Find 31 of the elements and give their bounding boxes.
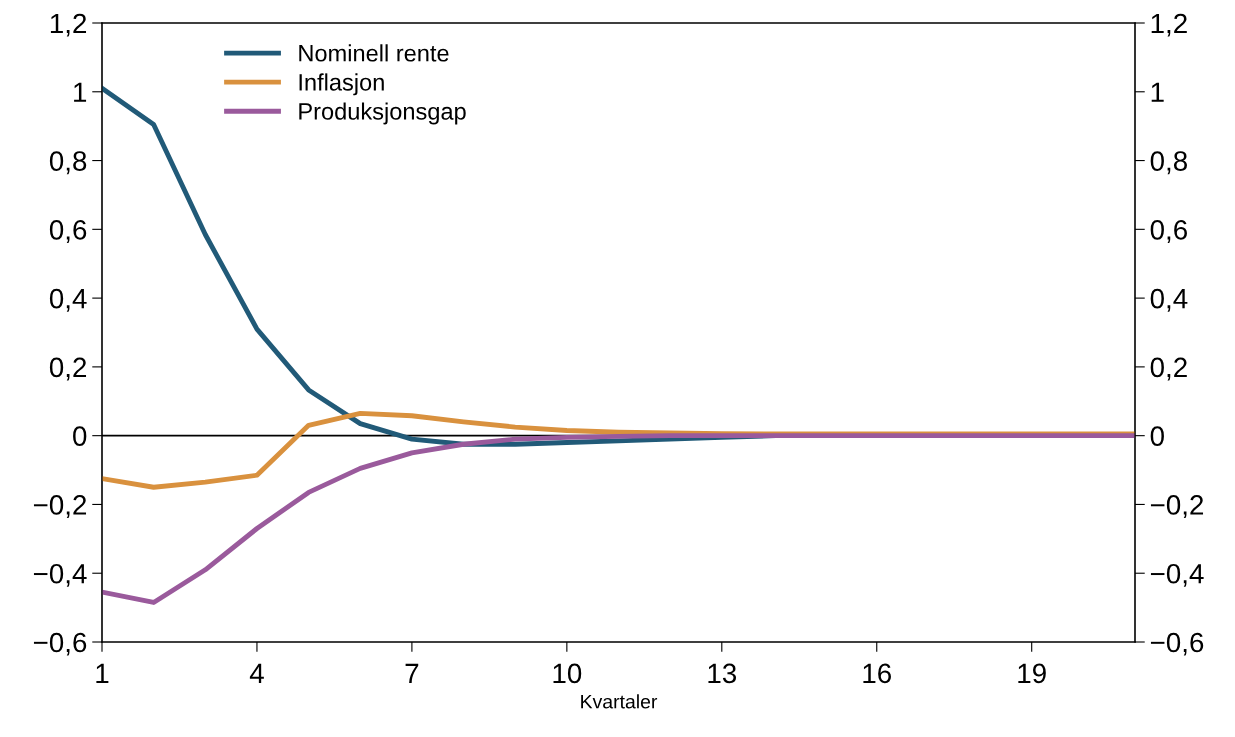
legend-label: Inflasjon bbox=[299, 73, 384, 96]
y2-tick-label: −0,2 bbox=[1150, 495, 1204, 519]
y-tick-label: −0,6 bbox=[33, 632, 87, 656]
y-tick-label: 0,2 bbox=[49, 357, 87, 381]
y-tick-label: 1,2 bbox=[50, 13, 87, 37]
x-tick-label: 19 bbox=[1018, 663, 1046, 684]
x-tick-label: 16 bbox=[863, 663, 891, 684]
y2-tick-label: 0,6 bbox=[1150, 220, 1187, 243]
y-tick-label: 0,4 bbox=[49, 288, 87, 312]
legend-label: Produksjonsgap bbox=[299, 102, 466, 125]
y2-tick-label: −0,4 bbox=[1150, 563, 1204, 587]
y-tick-label: −0,4 bbox=[33, 563, 87, 587]
y2-tick-label: 0,8 bbox=[1150, 151, 1187, 175]
legend-label: Nominell rente bbox=[299, 44, 449, 62]
y-tick-label: −0,2 bbox=[33, 495, 87, 519]
y-tick-label: 0 bbox=[73, 426, 87, 447]
x-tick-label: 1 bbox=[96, 663, 109, 683]
y2-tick-label: 0,4 bbox=[1150, 288, 1188, 312]
y2-tick-label: 0,2 bbox=[1150, 357, 1187, 381]
x-tick-label: 4 bbox=[249, 663, 264, 683]
y-tick-label: 0,8 bbox=[49, 151, 87, 175]
y-tick-label: 1 bbox=[74, 82, 87, 102]
x-axis-title: Kvartaler bbox=[581, 694, 658, 709]
x-tick-label: 7 bbox=[405, 663, 419, 683]
y-tick-label: 0,6 bbox=[49, 220, 87, 243]
y2-tick-label: −0,6 bbox=[1150, 632, 1204, 656]
x-tick-label: 13 bbox=[708, 663, 737, 684]
y2-tick-label: 1,2 bbox=[1151, 13, 1187, 37]
x-tick-label: 10 bbox=[553, 663, 582, 684]
y2-tick-label: 1 bbox=[1151, 82, 1164, 102]
y2-tick-label: 0 bbox=[1150, 426, 1164, 447]
